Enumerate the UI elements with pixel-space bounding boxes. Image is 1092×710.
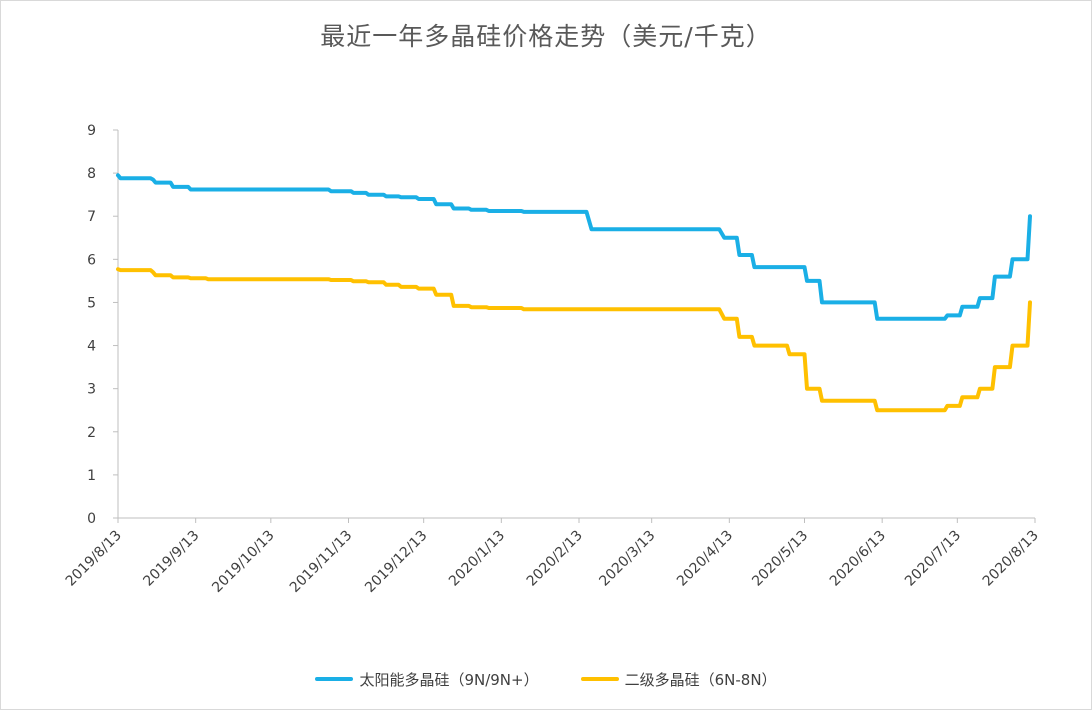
x-tick-label: 2020/4/13 <box>674 528 736 590</box>
x-tick-label: 2020/6/13 <box>827 528 889 590</box>
y-tick-label: 1 <box>87 468 96 484</box>
legend-item-secondary: 二级多晶硅（6N-8N） <box>580 669 777 690</box>
y-tick-label: 9 <box>87 123 96 139</box>
x-tick-label: 2020/5/13 <box>749 528 811 590</box>
legend-label-solar: 太阳能多晶硅（9N/9N+） <box>359 670 539 689</box>
y-tick-label: 4 <box>87 339 96 355</box>
series-line-secondary <box>116 267 1032 413</box>
x-tick-label: 2019/9/13 <box>140 528 202 590</box>
x-tick-label: 2020/3/13 <box>596 528 658 590</box>
y-tick-label: 8 <box>87 166 96 182</box>
x-tick-label: 2020/8/13 <box>980 528 1042 590</box>
x-tick-label: 2019/12/13 <box>362 528 430 596</box>
x-tick-label: 2019/10/13 <box>209 528 277 596</box>
y-tick-label: 3 <box>87 382 96 398</box>
legend-label-secondary: 二级多晶硅（6N-8N） <box>624 670 777 689</box>
y-tick-label: 6 <box>87 252 96 268</box>
y-tick-label: 0 <box>87 511 96 527</box>
x-tick-label: 2019/8/13 <box>63 528 125 590</box>
legend-swatch-secondary <box>580 677 619 681</box>
legend-item-solar: 太阳能多晶硅（9N/9N+） <box>315 669 539 690</box>
x-tick-label: 2019/11/13 <box>287 528 355 596</box>
x-tick-label: 2020/1/13 <box>446 528 508 590</box>
x-tick-label: 2020/7/13 <box>902 528 964 590</box>
series-line-solar <box>116 173 1032 321</box>
y-tick-label: 5 <box>87 295 96 311</box>
y-tick-label: 7 <box>87 209 96 225</box>
legend: 太阳能多晶硅（9N/9N+） 二级多晶硅（6N-8N） <box>1 667 1091 691</box>
x-tick-label: 2020/2/13 <box>524 528 586 590</box>
chart-title: 最近一年多晶硅价格走势（美元/千克） <box>320 22 772 51</box>
y-tick-label: 2 <box>87 425 96 441</box>
legend-swatch-solar <box>315 677 354 681</box>
